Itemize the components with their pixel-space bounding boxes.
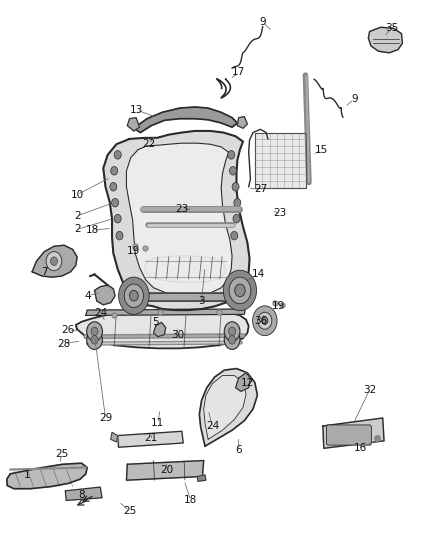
Text: 23: 23	[175, 204, 188, 214]
Text: 20: 20	[160, 465, 173, 474]
Circle shape	[235, 284, 245, 297]
Circle shape	[124, 284, 144, 308]
Text: 24: 24	[95, 308, 108, 318]
Polygon shape	[127, 461, 204, 480]
Text: 29: 29	[99, 413, 112, 423]
Text: 2: 2	[74, 224, 81, 235]
Text: 16: 16	[354, 443, 367, 453]
Text: 3: 3	[198, 296, 205, 306]
Text: 18: 18	[86, 225, 99, 236]
Polygon shape	[127, 143, 232, 295]
Circle shape	[50, 257, 57, 265]
Text: 11: 11	[151, 418, 165, 429]
Polygon shape	[86, 309, 245, 316]
Polygon shape	[153, 322, 166, 337]
Circle shape	[224, 322, 240, 341]
Polygon shape	[204, 375, 246, 439]
Text: 15: 15	[315, 144, 328, 155]
Text: 23: 23	[273, 208, 287, 219]
Polygon shape	[134, 107, 237, 133]
Polygon shape	[7, 463, 87, 489]
Polygon shape	[236, 373, 251, 391]
Text: 27: 27	[254, 184, 267, 195]
Text: 35: 35	[385, 23, 398, 34]
Polygon shape	[145, 256, 226, 282]
Circle shape	[46, 252, 62, 271]
Circle shape	[231, 231, 238, 240]
Polygon shape	[136, 293, 240, 301]
Polygon shape	[76, 309, 249, 349]
Circle shape	[234, 198, 241, 207]
Circle shape	[91, 336, 98, 344]
Circle shape	[130, 290, 138, 301]
Circle shape	[229, 327, 236, 336]
Circle shape	[114, 214, 121, 223]
Polygon shape	[255, 133, 306, 188]
Text: 18: 18	[184, 495, 197, 505]
Text: 26: 26	[62, 325, 75, 335]
Text: 6: 6	[235, 445, 242, 455]
Text: 2: 2	[74, 211, 81, 221]
Circle shape	[253, 306, 277, 336]
Polygon shape	[323, 418, 384, 448]
Text: 1: 1	[24, 470, 30, 480]
Text: 24: 24	[206, 421, 219, 431]
Text: 25: 25	[123, 506, 136, 516]
Text: 32: 32	[363, 385, 376, 395]
Text: 8: 8	[78, 490, 85, 500]
Polygon shape	[197, 475, 206, 481]
Text: 19: 19	[271, 301, 285, 311]
Polygon shape	[237, 117, 247, 128]
Circle shape	[258, 312, 272, 329]
Circle shape	[229, 336, 236, 344]
Text: 19: 19	[127, 246, 141, 255]
Polygon shape	[118, 431, 183, 447]
Circle shape	[116, 231, 123, 240]
Polygon shape	[65, 487, 102, 500]
Text: 12: 12	[241, 378, 254, 389]
Circle shape	[112, 198, 119, 207]
Polygon shape	[368, 27, 403, 53]
Circle shape	[232, 182, 239, 191]
Text: 25: 25	[55, 449, 68, 458]
Text: 7: 7	[41, 267, 48, 277]
Circle shape	[91, 327, 98, 336]
Polygon shape	[32, 245, 77, 277]
Polygon shape	[111, 432, 118, 442]
Circle shape	[114, 151, 121, 159]
Polygon shape	[199, 368, 258, 446]
Polygon shape	[103, 131, 250, 310]
Circle shape	[228, 151, 235, 159]
Circle shape	[223, 270, 257, 311]
Circle shape	[119, 277, 149, 314]
Text: 9: 9	[259, 17, 266, 27]
Text: 4: 4	[85, 290, 92, 301]
Circle shape	[230, 166, 237, 175]
Circle shape	[233, 214, 240, 223]
FancyBboxPatch shape	[326, 425, 371, 445]
Circle shape	[111, 166, 118, 175]
Polygon shape	[127, 118, 140, 131]
Circle shape	[87, 322, 102, 341]
Text: 22: 22	[142, 139, 156, 149]
Text: 9: 9	[351, 94, 358, 104]
Text: 17: 17	[232, 68, 245, 77]
Circle shape	[87, 330, 102, 350]
Text: 10: 10	[71, 190, 84, 200]
Text: 36: 36	[254, 316, 267, 326]
Text: 28: 28	[57, 338, 71, 349]
Text: 14: 14	[252, 270, 265, 279]
Circle shape	[110, 182, 117, 191]
Text: 5: 5	[152, 317, 159, 327]
Text: 21: 21	[145, 433, 158, 443]
Circle shape	[229, 277, 251, 304]
Polygon shape	[95, 285, 115, 305]
Circle shape	[224, 330, 240, 350]
Circle shape	[262, 317, 268, 325]
Text: 13: 13	[129, 104, 143, 115]
Text: 30: 30	[171, 329, 184, 340]
